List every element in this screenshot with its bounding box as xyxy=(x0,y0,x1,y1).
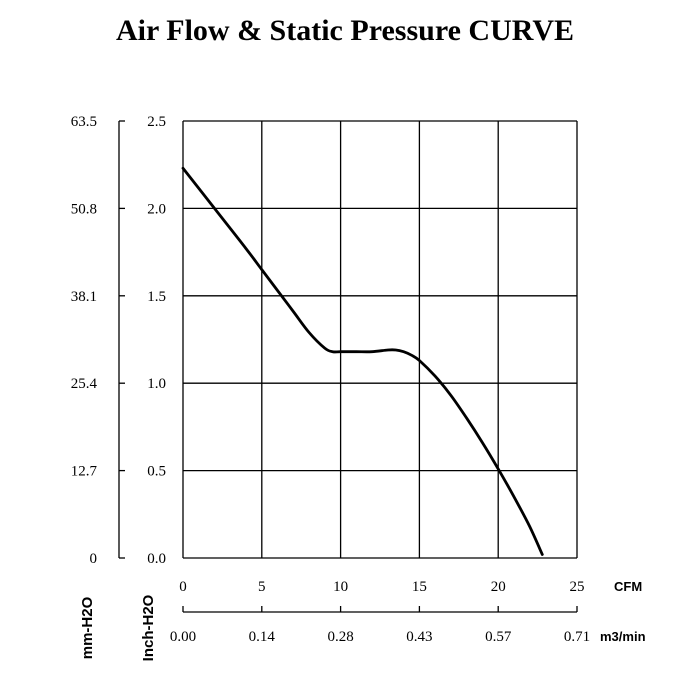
y-mm-tick-label: 50.8 xyxy=(71,201,97,217)
x-cfm-tick-label: 20 xyxy=(491,579,506,595)
tick-labels: 0 12.7 25.4 38.1 50.8 63.5 0.0 0.5 1.0 1.5 2.0 2.5 0… xyxy=(71,114,590,645)
x-unit-cfm: CFM xyxy=(614,579,642,594)
y-mm-tick-label: 63.5 xyxy=(71,114,97,130)
x-m3min-tick-label: 0.71 xyxy=(564,629,590,645)
x-m3min-tick-label: 0.14 xyxy=(249,629,276,645)
y-axis-label-mm: mm-H2O xyxy=(79,596,96,659)
axes xyxy=(118,120,578,613)
y-inch-tick-label: 1.0 xyxy=(147,376,166,392)
x-cfm-tick-label: 0 xyxy=(179,579,187,595)
grid xyxy=(182,120,578,559)
y-inch-tick-label: 2.0 xyxy=(147,201,166,217)
x-m3min-tick-label: 0.00 xyxy=(170,629,196,645)
x-m3min-tick-label: 0.43 xyxy=(406,629,432,645)
y-inch-tick-label: 0.5 xyxy=(147,464,166,480)
y-inch-tick-label: 2.5 xyxy=(147,114,166,130)
y-mm-tick-label: 0 xyxy=(90,551,98,567)
x-cfm-tick-label: 15 xyxy=(412,579,427,595)
y-mm-tick-label: 12.7 xyxy=(71,464,98,480)
x-cfm-tick-label: 10 xyxy=(333,579,348,595)
y-mm-tick-label: 38.1 xyxy=(71,289,97,305)
y-mm-tick-label: 25.4 xyxy=(71,376,98,392)
y-inch-tick-label: 0.0 xyxy=(147,551,166,567)
x-unit-m3min: m3/min xyxy=(600,629,646,644)
x-m3min-tick-label: 0.28 xyxy=(327,629,353,645)
series-line-static-pressure xyxy=(181,166,544,556)
x-cfm-tick-label: 5 xyxy=(258,579,266,595)
y-inch-tick-label: 1.5 xyxy=(147,289,166,305)
y-axis-label-inch: Inch-H2O xyxy=(140,594,157,661)
chart-title: Air Flow & Static Pressure CURVE xyxy=(116,14,574,47)
x-cfm-tick-label: 25 xyxy=(570,579,585,595)
series xyxy=(181,166,544,556)
x-m3min-tick-label: 0.57 xyxy=(485,629,512,645)
